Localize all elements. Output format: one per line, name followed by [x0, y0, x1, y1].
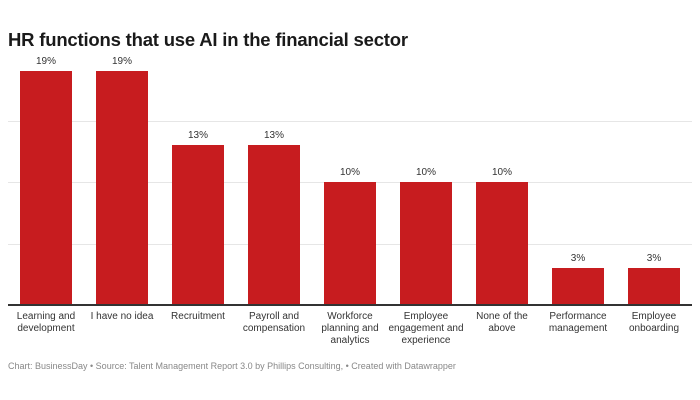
data-label: 3%: [570, 253, 586, 265]
bar: [96, 71, 148, 305]
bar: [248, 145, 300, 305]
data-label: 13%: [263, 130, 284, 142]
bar: [628, 268, 680, 305]
x-tick-label: Employee engagement and experience: [388, 311, 464, 346]
data-label: 19%: [111, 56, 132, 68]
x-tick-label: I have no idea: [90, 311, 154, 322]
x-tick-label: Employee onboarding: [628, 311, 680, 334]
bar: [172, 145, 224, 305]
bar: [20, 71, 72, 305]
data-label: 3%: [646, 253, 662, 265]
gridline: [8, 121, 692, 122]
data-label: 13%: [187, 130, 208, 142]
data-label: 10%: [415, 167, 436, 178]
chart-footer: Chart: BusinessDay • Source: Talent Mana…: [8, 361, 456, 371]
x-tick-label: Learning and development: [16, 311, 76, 334]
data-label: 10%: [491, 167, 512, 178]
x-tick-label: Payroll and compensation: [242, 311, 306, 334]
data-label: 19%: [35, 56, 56, 68]
x-tick-label: Performance management: [548, 311, 608, 334]
bar: [400, 182, 452, 305]
x-tick-label: Recruitment: [171, 311, 225, 322]
x-tick-label: Workforce planning and analytics: [321, 311, 379, 346]
data-label: 10%: [339, 167, 360, 178]
bar: [324, 182, 376, 305]
bar: [476, 182, 528, 305]
baseline: [8, 304, 692, 306]
chart-title: HR functions that use AI in the financia…: [8, 29, 408, 50]
x-tick-label: None of the above: [476, 311, 528, 334]
bar: [552, 268, 604, 305]
